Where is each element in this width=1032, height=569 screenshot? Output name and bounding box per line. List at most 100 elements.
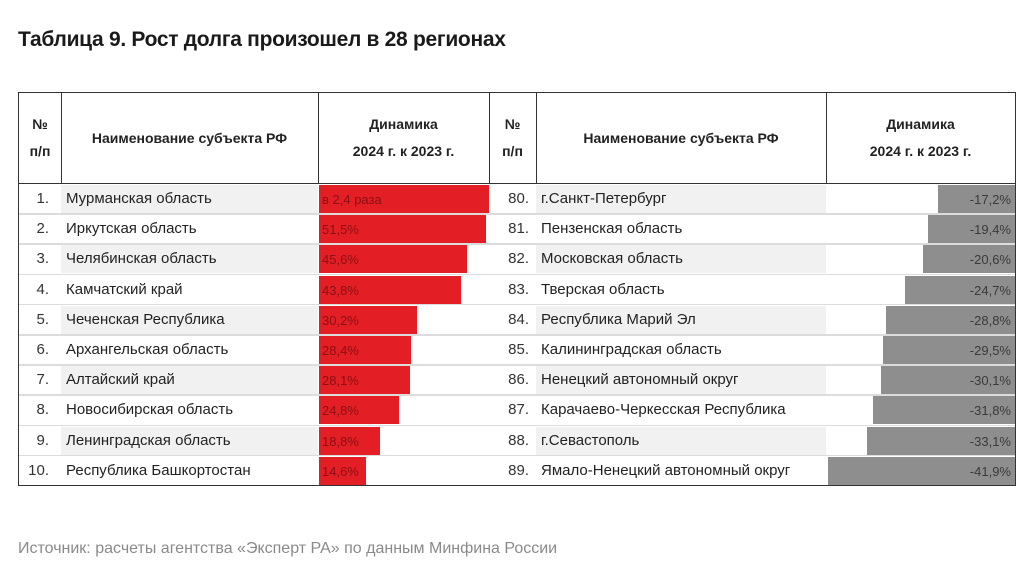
- table-row-right: 87. Карачаево-Черкесская Республика -31,8%: [489, 395, 1015, 425]
- region-name: г.Севастополь: [536, 426, 826, 455]
- decline-bar: [827, 456, 1015, 485]
- row-rank: 83.: [508, 280, 529, 298]
- row-rank: 8.: [36, 401, 49, 419]
- growth-bar: [319, 366, 410, 395]
- table-row-right: 81. Пензенская область -19,4%: [489, 214, 1015, 244]
- table-row-right: 86. Ненецкий автономный округ -30,1%: [489, 365, 1015, 395]
- header-name-right: Наименование субъекта РФ: [583, 129, 779, 146]
- table-row-left: 5. Чеченская Республика 30,2%: [19, 305, 489, 335]
- header-dyn-left: Динамика 2024 г. к 2023 г.: [318, 93, 489, 183]
- region-name: Новосибирская область: [66, 401, 234, 419]
- decline-bar: [872, 396, 1015, 425]
- table-row-right: 83. Тверская область -24,7%: [489, 275, 1015, 305]
- table-row-left: 10. Республика Башкортостан 14,6%: [19, 456, 489, 486]
- decline-value: -19,4%: [969, 222, 1011, 238]
- growth-value: 18,8%: [322, 433, 359, 449]
- table-row-right: 88. г.Севастополь -33,1%: [489, 426, 1015, 456]
- decline-value: -41,9%: [969, 463, 1011, 479]
- decline-value: -28,8%: [969, 312, 1011, 328]
- debt-table: № п/п Наименование субъекта РФ Динамика 20…: [18, 92, 1016, 486]
- region-name: Челябинская область: [61, 245, 318, 274]
- decline-bar: [923, 245, 1015, 274]
- row-rank: 5.: [36, 310, 49, 328]
- decline-bar: [938, 185, 1015, 213]
- region-name: г.Санкт-Петербург: [536, 185, 826, 213]
- growth-value: 14,6%: [322, 463, 359, 479]
- region-name: Алтайский край: [61, 366, 318, 395]
- row-rank: 7.: [36, 371, 49, 389]
- growth-bar: [319, 336, 411, 364]
- region-name: Архангельская область: [66, 341, 229, 358]
- decline-value: -20,6%: [969, 252, 1011, 268]
- growth-value: 51,5%: [322, 222, 359, 238]
- table-header: № п/п Наименование субъекта РФ Динамика 20…: [19, 93, 1015, 184]
- divider: [489, 93, 490, 183]
- decline-bar: [904, 275, 1015, 304]
- table-row-left: 2. Иркутская область 51,5%: [19, 214, 489, 244]
- header-dyn-line2: 2024 г. к 2023 г.: [352, 143, 455, 159]
- decline-bar: [867, 426, 1015, 455]
- region-name: Иркутская область: [66, 220, 197, 238]
- header-name-left: Наименование субъекта РФ: [91, 129, 288, 146]
- region-name: Калининградская область: [541, 341, 722, 358]
- row-rank: 4.: [36, 280, 49, 298]
- growth-bar: [319, 275, 461, 304]
- growth-value: 43,8%: [322, 282, 359, 298]
- row-rank: 10.: [28, 461, 49, 479]
- row-rank: 86.: [508, 371, 529, 389]
- row-rank: 88.: [508, 431, 529, 449]
- growth-value: в 2,4 раза: [322, 192, 382, 207]
- decline-value: -30,1%: [969, 373, 1011, 389]
- row-separator: [19, 364, 1015, 366]
- row-rank: 84.: [508, 310, 529, 328]
- row-separator: [19, 273, 1015, 276]
- table-title: Таблица 9. Рост долга произошел в 28 рег…: [18, 28, 506, 51]
- table-row-left: 9. Ленинградская область 18,8%: [19, 426, 489, 456]
- row-rank: 89.: [508, 461, 529, 479]
- header-dyn-line2: 2024 г. к 2023 г.: [869, 143, 972, 159]
- header-num-line1: №: [504, 116, 521, 132]
- table-row-left: 4. Камчатский край 43,8%: [19, 275, 489, 305]
- region-name: Тверская область: [541, 280, 665, 298]
- row-separator: [19, 243, 1015, 245]
- decline-value: -24,7%: [969, 282, 1011, 298]
- growth-bar: [319, 185, 489, 213]
- header-dyn-right: Динамика 2024 г. к 2023 г.: [826, 93, 1015, 183]
- row-separator: [19, 394, 1015, 396]
- table-row-right: 84. Республика Марий Эл -28,8%: [489, 305, 1015, 335]
- region-name: Чеченская Республика: [61, 305, 318, 334]
- region-name: Республика Марий Эл: [536, 305, 826, 334]
- region-name: Мурманская область: [61, 185, 318, 213]
- decline-bar: [886, 305, 1015, 334]
- row-rank: 80.: [508, 190, 529, 207]
- region-name: Карачаево-Черкесская Республика: [541, 401, 786, 419]
- row-rank: 85.: [508, 341, 529, 358]
- region-name: Камчатский край: [66, 280, 183, 298]
- decline-value: -17,2%: [969, 192, 1011, 207]
- region-name: Республика Башкортостан: [66, 461, 251, 479]
- table-row-left: 6. Архангельская область 28,4%: [19, 335, 489, 365]
- divider: [61, 93, 62, 183]
- region-name: Пензенская область: [541, 220, 683, 238]
- row-rank: 1.: [36, 190, 49, 207]
- header-num-line2: п/п: [29, 143, 51, 159]
- row-rank: 87.: [508, 401, 529, 419]
- decline-bar: [880, 366, 1015, 395]
- growth-bar: [319, 426, 380, 455]
- table-row-left: 3. Челябинская область 45,6%: [19, 244, 489, 274]
- region-name: Ленинградская область: [61, 426, 318, 455]
- row-rank: 2.: [36, 220, 49, 238]
- growth-value: 30,2%: [322, 312, 359, 328]
- decline-bar: [928, 215, 1015, 244]
- growth-bar: [319, 396, 400, 425]
- region-name: Ненецкий автономный округ: [536, 366, 826, 395]
- decline-value: -33,1%: [969, 433, 1011, 449]
- decline-value: -31,8%: [969, 403, 1011, 419]
- header-num-right: № п/п: [489, 93, 536, 183]
- growth-value: 45,6%: [322, 252, 359, 268]
- row-separator: [19, 303, 1015, 306]
- table-row-right: 89. Ямало-Ненецкий автономный округ -41,9%: [489, 456, 1015, 486]
- region-name: Московская область: [536, 245, 826, 274]
- header-dyn-line1: Динамика: [886, 116, 955, 132]
- growth-value: 24,8%: [322, 403, 359, 419]
